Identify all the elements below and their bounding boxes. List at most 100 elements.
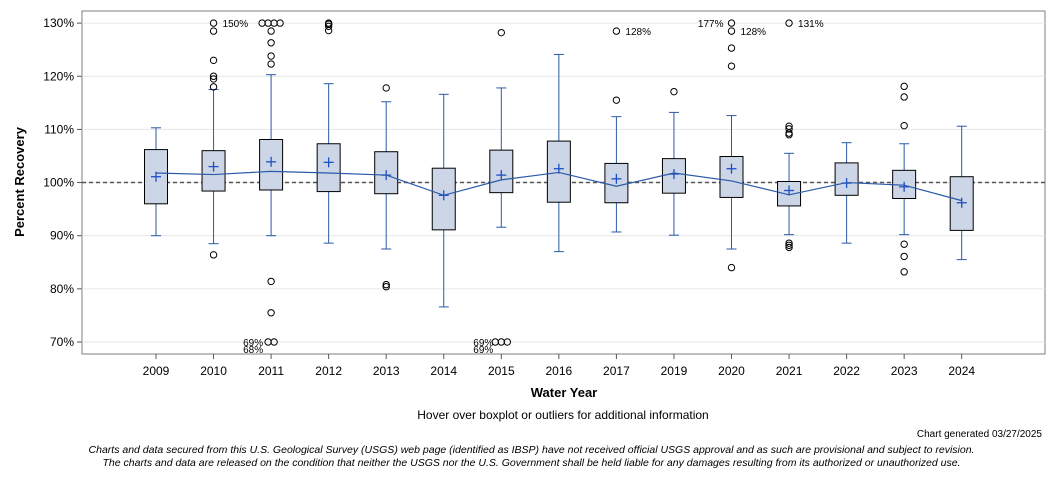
x-tick-label: 2012 (315, 364, 342, 378)
outlier-label: 131% (798, 19, 824, 30)
outlier-point-2023[interactable] (900, 252, 908, 261)
outlier-label: 150% (223, 19, 249, 30)
box-iqr[interactable] (316, 143, 341, 193)
x-tick-label: 2020 (718, 364, 745, 378)
boxplot-2022[interactable] (834, 142, 859, 244)
outlier-point-2017[interactable] (612, 27, 621, 35)
outlier-label: 128% (741, 27, 767, 38)
x-tick-label: 2009 (143, 364, 170, 378)
boxplot-2024[interactable] (949, 125, 974, 261)
outlier-point-2010[interactable] (209, 19, 218, 27)
gridlines (82, 22, 1045, 343)
outlier-point-2011[interactable] (267, 277, 275, 286)
outlier-point-2012[interactable] (324, 22, 333, 30)
outlier-point-2011[interactable] (267, 27, 275, 35)
y-tick-label: 110% (44, 122, 74, 136)
outlier-point-2017[interactable] (612, 96, 621, 104)
x-tick-label: 2024 (948, 364, 975, 378)
outlier-label: 69% (473, 345, 493, 356)
outlier-point-2010[interactable] (209, 75, 218, 83)
chart-generated-date: Chart generated 03/27/2025 (916, 429, 1042, 440)
boxplot-2011[interactable] (259, 74, 284, 237)
outlier-label: 69% (473, 338, 493, 349)
outlier-point-2020[interactable] (727, 62, 736, 70)
disclaimer-line-2: The charts and data are released on the … (102, 457, 961, 469)
outlier-point-2020[interactable] (727, 263, 736, 272)
boxplot-2014[interactable] (431, 93, 456, 308)
outlier-label: 177% (698, 19, 724, 30)
x-tick-label: 2010 (200, 364, 227, 378)
boxplot-2017[interactable] (604, 116, 629, 233)
x-axis-title: Water Year (531, 385, 598, 400)
outlier-point-2011[interactable] (267, 39, 275, 47)
outlier-point-2023[interactable] (900, 121, 908, 130)
outlier-series[interactable]: 150%69%68%69%69%128%177%128%131% (209, 19, 908, 356)
outlier-point-2010[interactable] (209, 251, 218, 259)
outlier-label: 68% (243, 345, 263, 356)
outlier-point-2021[interactable] (785, 239, 793, 247)
y-tick-label: 130% (43, 16, 74, 30)
outlier-point-2011[interactable] (267, 60, 275, 68)
hover-hint: Hover over boxplot or outliers for addit… (417, 408, 709, 422)
y-axis-ticks: 70% 80% 90% 100% 110% 120% 130% (43, 16, 82, 349)
outlier-label: 69% (243, 338, 263, 349)
outlier-point-2020[interactable] (727, 27, 736, 35)
y-axis-title: Percent Recovery (12, 126, 27, 237)
outlier-point-2019[interactable] (670, 87, 678, 96)
outlier-point-2023[interactable] (900, 82, 908, 91)
box-iqr[interactable] (719, 156, 744, 198)
y-tick-label: 100% (43, 176, 74, 190)
outlier-point-2010[interactable] (209, 72, 218, 80)
boxplot-2009[interactable] (144, 127, 168, 237)
y-tick-label: 120% (43, 69, 74, 83)
outlier-point-2021[interactable] (785, 122, 793, 130)
box-series[interactable] (144, 53, 974, 308)
boxplot-2023[interactable] (892, 143, 917, 236)
x-tick-label: 2022 (833, 364, 860, 378)
outlier-point-2023[interactable] (900, 268, 908, 276)
median-connector-line (155, 170, 962, 202)
y-tick-label: 90% (50, 229, 74, 243)
outlier-point-2021[interactable] (785, 241, 793, 249)
outlier-label: 128% (625, 27, 651, 38)
x-axis-ticks: 2009 2010 2011 2012 2013 2014 2015 2016 2017 2019… (143, 354, 975, 378)
outlier-point-2023[interactable] (900, 93, 908, 101)
x-tick-label: 2017 (603, 364, 630, 378)
y-tick-label: 70% (50, 335, 74, 349)
x-tick-label: 2023 (891, 364, 918, 378)
outlier-point-2021[interactable] (785, 125, 793, 133)
outlier-point-2015[interactable] (497, 28, 505, 37)
outlier-point-2011[interactable] (267, 309, 275, 317)
outlier-point-2011[interactable] (270, 338, 278, 346)
boxplot-2012[interactable] (316, 83, 341, 244)
outlier-point-2010[interactable] (209, 83, 218, 91)
x-tick-label: 2019 (661, 364, 688, 378)
x-tick-label: 2016 (545, 364, 572, 378)
boxplot-2021[interactable] (777, 152, 802, 236)
boxplot-2013[interactable] (374, 101, 399, 250)
x-tick-label: 2014 (430, 364, 457, 378)
outlier-point-2013[interactable] (382, 280, 390, 289)
boxplot-2016[interactable] (546, 53, 571, 253)
boxplot-2020[interactable] (719, 115, 744, 250)
outlier-point-2021[interactable] (785, 243, 793, 252)
mean-line-series (155, 170, 962, 202)
outlier-point-2011[interactable] (276, 19, 284, 27)
outlier-point-2020[interactable] (727, 19, 736, 27)
x-tick-label: 2021 (776, 364, 803, 378)
outlier-point-2013[interactable] (382, 84, 390, 92)
outlier-point-2023[interactable] (900, 240, 908, 248)
outlier-point-2010[interactable] (209, 27, 218, 35)
x-tick-label: 2013 (373, 364, 400, 378)
outlier-point-2015[interactable] (503, 338, 511, 346)
outlier-point-2020[interactable] (727, 44, 736, 52)
outlier-point-2011[interactable] (267, 52, 275, 60)
outlier-point-2021[interactable] (785, 19, 793, 27)
outlier-point-2012[interactable] (324, 19, 333, 27)
boxplot-2010[interactable] (201, 89, 226, 245)
outlier-point-2013[interactable] (382, 283, 390, 291)
outlier-point-2010[interactable] (209, 56, 218, 65)
y-tick-label: 80% (50, 282, 74, 296)
outlier-point-2021[interactable] (785, 129, 793, 137)
